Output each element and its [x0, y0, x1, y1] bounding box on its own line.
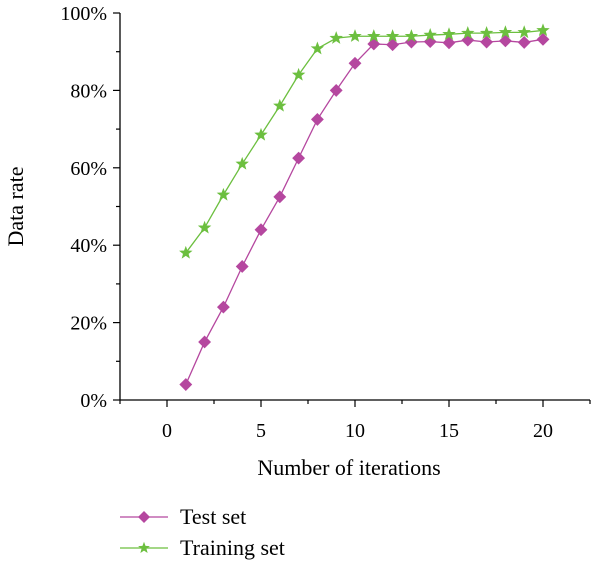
- data-point-test-set: [386, 38, 400, 52]
- y-tick-label: 40%: [70, 235, 107, 257]
- x-tick-label: 0: [162, 420, 172, 442]
- y-axis-title: Data rate: [3, 167, 28, 247]
- legend-item-training-set: Training set: [120, 535, 285, 560]
- data-point-training-set: [423, 28, 437, 41]
- data-point-test-set: [498, 34, 512, 48]
- data-point-training-set: [179, 245, 193, 259]
- y-tick-label: 20%: [70, 313, 107, 335]
- data-point-training-set: [442, 27, 456, 40]
- data-point-training-set: [461, 26, 475, 39]
- data-point-test-set: [216, 300, 230, 314]
- data-point-training-set: [348, 29, 362, 42]
- x-tick-label: 5: [256, 420, 266, 442]
- data-point-training-set: [385, 29, 400, 42]
- data-point-test-set: [517, 35, 531, 49]
- data-point-test-set: [254, 223, 268, 237]
- data-point-test-set: [235, 260, 249, 273]
- data-point-test-set: [480, 35, 494, 49]
- data-point-training-set: [310, 41, 325, 55]
- data-point-training-set: [329, 31, 343, 44]
- x-tick-label: 15: [439, 420, 459, 442]
- data-point-training-set: [517, 25, 531, 39]
- axes: [119, 13, 590, 401]
- data-point-training-set: [536, 23, 550, 37]
- legend: Test set Training set: [120, 504, 285, 560]
- data-point-test-set: [292, 151, 306, 165]
- x-axis-title: Number of iterations: [257, 455, 440, 480]
- data-point-training-set: [498, 25, 513, 39]
- data-point-training-set: [254, 127, 268, 141]
- data-point-training-set: [216, 187, 231, 201]
- y-tick-label: 100%: [60, 3, 107, 25]
- x-tick-label: 20: [533, 420, 553, 442]
- data-point-test-set: [329, 83, 343, 97]
- data-point-test-set: [442, 36, 456, 50]
- series-line-test-set: [185, 38, 544, 385]
- data-point-test-set: [198, 335, 212, 349]
- data-point-test-set: [273, 190, 287, 204]
- data-point-test-set: [348, 56, 362, 70]
- y-tick-label: 60%: [70, 158, 107, 180]
- data-point-test-set: [536, 32, 550, 46]
- data-point-test-set: [179, 378, 193, 391]
- y-tick-label: 0%: [80, 390, 107, 412]
- data-point-test-set: [310, 113, 324, 126]
- legend-item-test-set: Test set: [120, 504, 246, 529]
- legend-label-test-set: Test set: [180, 504, 246, 529]
- y-tick-label: 80%: [70, 80, 107, 102]
- x-tick-label: 10: [345, 420, 365, 442]
- series-training-set: [179, 23, 550, 259]
- legend-marker-test-set: [138, 511, 150, 523]
- data-point-training-set: [197, 220, 212, 234]
- data-point-training-set: [479, 26, 494, 39]
- data-point-training-set: [291, 67, 306, 81]
- data-point-training-set: [404, 29, 419, 42]
- data-point-training-set: [235, 156, 249, 170]
- legend-label-training-set: Training set: [180, 535, 285, 560]
- data-point-training-set: [273, 98, 287, 112]
- series-layer: [179, 23, 550, 391]
- legend-marker-training-set: [138, 541, 150, 554]
- series-line-training-set: [185, 29, 544, 254]
- series-test-set: [179, 32, 550, 391]
- ticks: 0% 20% 40% 60% 80% 100% 0 5 10 15 20: [60, 3, 591, 442]
- data-point-training-set: [367, 29, 381, 42]
